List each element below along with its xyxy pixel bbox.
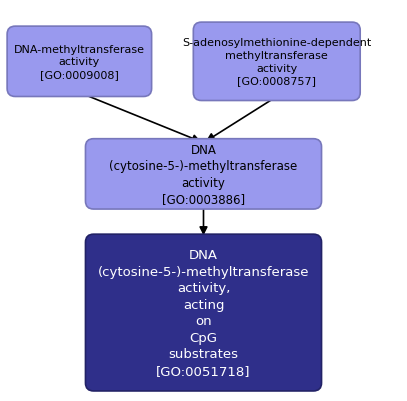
Text: DNA
(cytosine-5-)-methyltransferase
activity,
acting
on
CpG
substrates
[GO:00517: DNA (cytosine-5-)-methyltransferase acti… [98, 249, 309, 377]
Text: DNA-methyltransferase
activity
[GO:0009008]: DNA-methyltransferase activity [GO:00090… [14, 45, 145, 80]
Text: DNA
(cytosine-5-)-methyltransferase
activity
[GO:0003886]: DNA (cytosine-5-)-methyltransferase acti… [109, 143, 298, 206]
FancyBboxPatch shape [7, 27, 152, 97]
Text: S-adenosylmethionine-dependent
methyltransferase
activity
[GO:0008757]: S-adenosylmethionine-dependent methyltra… [182, 38, 371, 86]
FancyBboxPatch shape [193, 23, 360, 101]
FancyBboxPatch shape [85, 235, 322, 391]
FancyBboxPatch shape [85, 140, 322, 209]
